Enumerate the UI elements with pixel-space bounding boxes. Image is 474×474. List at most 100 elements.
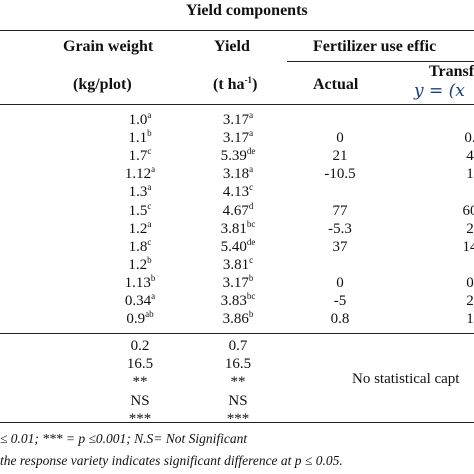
- grain-weight-cell: 1.3a: [105, 183, 175, 201]
- yield-cell-letter: bc: [246, 291, 256, 301]
- grain-weight-cell-letter: c: [147, 201, 152, 211]
- actual-fue-cell-value: 77: [332, 203, 348, 219]
- actual-fue-cell-value: 21: [332, 148, 348, 164]
- grain-weight-cell: 1.5c: [105, 202, 175, 220]
- yield-cell-value: 4.67: [222, 203, 249, 219]
- grain-weight-cell-value: 1.5: [128, 203, 148, 219]
- grain-weight-cell-value: 1.1: [128, 130, 148, 146]
- yield-cell-value: 3.17: [222, 130, 250, 146]
- yield-cell-value: 3.17: [222, 275, 249, 291]
- actual-fue-cell-value: 0: [336, 130, 344, 146]
- yield-cell: 3.81bc: [200, 220, 276, 238]
- yield-cell-letter: a: [249, 164, 254, 174]
- actual-header: Actual: [313, 76, 359, 93]
- actual-fue-cell: -10.5: [300, 165, 380, 183]
- grain-weight-cell-letter: a: [147, 219, 152, 229]
- grain-weight-cell-letter: a: [147, 110, 152, 120]
- grain-weight-cell-value: 1.2: [128, 221, 148, 237]
- actual-fue-cell: -5: [300, 292, 380, 310]
- stat-yield-cell: **: [230, 374, 246, 390]
- grain-weight-cell-value: 0.34: [124, 293, 152, 309]
- grain-weight-cell-letter: ab: [145, 309, 154, 319]
- stats-note: No statistical capt: [352, 371, 460, 387]
- grain-weight-cell-letter: a: [151, 164, 156, 174]
- transformed-fue-cell: 1: [430, 310, 474, 328]
- grain-weight-header: Grain weight: [63, 38, 154, 55]
- transformed-fue-cell: 0.: [430, 129, 474, 147]
- grain-weight-cell-letter: b: [147, 128, 152, 138]
- grain-weight-cell-letter: a: [151, 291, 156, 301]
- grain-weight-cell: 1.2a: [105, 220, 175, 238]
- yield-cell: 3.17a: [200, 129, 276, 147]
- yield-cell-value: 4.13: [222, 184, 250, 200]
- grain-weight-cell: 1.1b: [105, 129, 175, 147]
- yield-cell-value: 3.86: [222, 311, 249, 327]
- yield-cell: 5.40de: [200, 238, 276, 256]
- grain-weight-cell: 0.9ab: [105, 310, 175, 328]
- yield-cell-value: 3.81: [220, 221, 247, 237]
- grain-weight-cell-value: 1.7: [128, 148, 148, 164]
- yield-cell-letter: a: [249, 110, 254, 120]
- grain-weight-cell-value: 1.0: [128, 112, 148, 128]
- transformed-fue-cell-value: 14: [462, 239, 474, 255]
- actual-fue-cell-value: -5.3: [328, 221, 352, 237]
- yield-unit-close: ): [252, 76, 258, 93]
- stat-yield-cell: 0.7: [228, 338, 248, 354]
- yield-cell: 3.81c: [200, 256, 276, 274]
- actual-fue-cell: 21: [300, 147, 380, 165]
- actual-fue-cell-value: -10.5: [324, 166, 356, 182]
- stat-yield-cell: ***: [226, 411, 250, 427]
- yield-cell: 4.13c: [200, 183, 276, 201]
- transformed-fue-cell-value: 60: [462, 203, 474, 219]
- yield-cell: 3.17a: [200, 111, 276, 129]
- grain-weight-cell: 1.13b: [105, 274, 175, 292]
- actual-fue-cell: -5.3: [300, 220, 380, 238]
- stat-yield-cell: 16.5: [224, 356, 252, 372]
- grain-weight-cell-value: 1.8: [128, 239, 148, 255]
- yield-unit-header: (t ha-1): [213, 76, 257, 94]
- transform-formula: y = (x: [414, 81, 465, 101]
- stat-grain-weight-cell: **: [132, 374, 148, 390]
- grain-weight-cell-value: 1.13: [124, 275, 151, 291]
- yield-cell-value: 5.40: [220, 239, 247, 255]
- grain-weight-cell-letter: a: [147, 182, 152, 192]
- grain-unit-header: (kg/plot): [73, 76, 132, 93]
- stat-grain-weight-cell: ***: [128, 411, 152, 427]
- group-title: Yield components: [186, 2, 308, 19]
- yield-cell-value: 3.17: [222, 112, 250, 128]
- grain-weight-cell-value: 0.9: [126, 311, 146, 327]
- grain-weight-cell: 1.8c: [105, 238, 175, 256]
- actual-fue-cell-value: -5: [333, 293, 347, 309]
- transformed-fue-cell: 2: [430, 292, 474, 310]
- grain-weight-cell-letter: c: [147, 146, 152, 156]
- yield-cell-value: 3.83: [220, 293, 247, 309]
- footnote-significance: ≤ 0.01; *** = p ≤0.001; N.S= Not Signifi…: [0, 431, 248, 446]
- transformed-fue-cell-value: 1: [466, 311, 474, 327]
- actual-fue-cell-value: 0: [336, 275, 344, 291]
- transformed-fue-cell-value: 2: [466, 293, 474, 309]
- actual-fue-cell: 37: [300, 238, 380, 256]
- fue-underline: [287, 61, 474, 62]
- stat-grain-weight-cell: 16.5: [126, 356, 154, 372]
- yield-cell-letter: c: [249, 182, 254, 192]
- actual-fue-cell: 77: [300, 202, 380, 220]
- yield-cell-letter: de: [246, 146, 256, 156]
- yield-cell-value: 3.81: [222, 257, 250, 273]
- actual-fue-cell-value: 0.8: [330, 311, 350, 327]
- yield-cell: 5.39de: [200, 147, 276, 165]
- transformed-fue-cell: 0: [430, 274, 474, 292]
- yield-cell: 3.86b: [200, 310, 276, 328]
- yield-unit-main: (t ha: [213, 76, 245, 93]
- stat-yield-cell: NS: [228, 393, 248, 409]
- header-bottom-rule: [0, 104, 474, 105]
- transformed-fue-cell-value: 2: [466, 221, 474, 237]
- bottom-rule: [0, 422, 474, 423]
- grain-weight-cell: 1.0a: [105, 111, 175, 129]
- top-rule: [0, 30, 474, 31]
- transformed-fue-cell: 60: [430, 202, 474, 220]
- actual-fue-cell-value: 37: [332, 239, 348, 255]
- actual-fue-cell: 0.8: [300, 310, 380, 328]
- fertilizer-use-header: Fertilizer use effic: [313, 38, 437, 55]
- footnote-letters: the response variety indicates significa…: [0, 453, 343, 468]
- yield-cell-letter: bc: [246, 219, 256, 229]
